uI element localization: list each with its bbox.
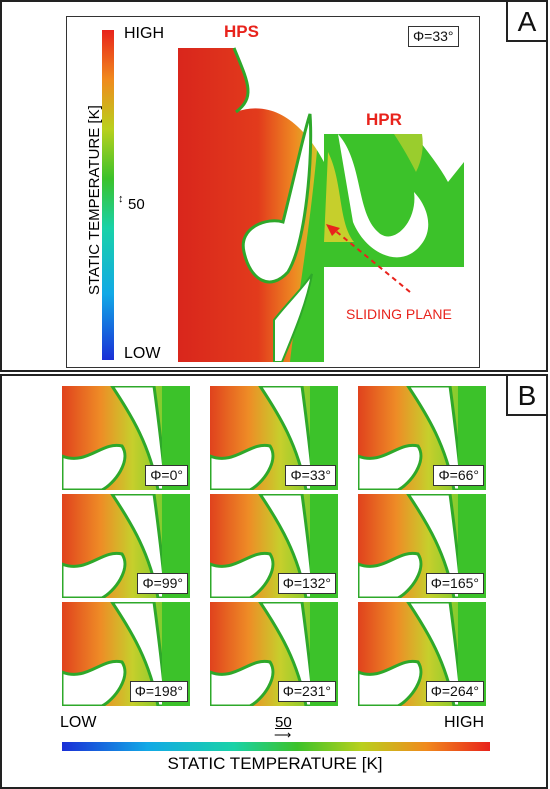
scale-arrow-right-icon: ⟶ bbox=[274, 728, 292, 742]
snapshot-cell: Φ=99° bbox=[62, 494, 190, 598]
panel-a-phi-label: Φ=33° bbox=[408, 26, 459, 47]
colorbar-scale-value: 50 bbox=[128, 196, 145, 213]
snapshot-cell: Φ=132° bbox=[210, 494, 338, 598]
colorbar-high-label: HIGH bbox=[124, 25, 164, 42]
snapshot-temperature-field bbox=[358, 386, 486, 490]
scale-arrow-icon: ↕ bbox=[118, 193, 124, 205]
snapshot-cell: Φ=231° bbox=[210, 602, 338, 706]
snapshot-phi-label: Φ=264° bbox=[425, 681, 484, 702]
snapshot-cell: Φ=0° bbox=[62, 386, 190, 490]
panel-b-letter: B bbox=[506, 376, 546, 416]
snapshot-phi-label: Φ=33° bbox=[285, 465, 336, 486]
snapshot-phi-label: Φ=99° bbox=[137, 573, 188, 594]
horizontal-colorbar bbox=[62, 742, 490, 751]
colorbar-low-label: LOW bbox=[124, 345, 161, 362]
snapshot-cell: Φ=198° bbox=[62, 602, 190, 706]
snapshot-cell: Φ=66° bbox=[358, 386, 486, 490]
hpr-label: HPR bbox=[366, 110, 402, 129]
snapshot-phi-label: Φ=132° bbox=[277, 573, 336, 594]
panel-a-frame bbox=[66, 16, 480, 368]
snapshot-cell: Φ=264° bbox=[358, 602, 486, 706]
panel-a-letter: A bbox=[506, 2, 546, 42]
snapshot-phi-label: Φ=165° bbox=[425, 573, 484, 594]
bottom-colorbar-low-label: LOW bbox=[60, 714, 97, 731]
snapshot-phi-label: Φ=231° bbox=[277, 681, 336, 702]
bottom-colorbar-scale-value: 50 bbox=[275, 714, 292, 731]
snapshot-phi-label: Φ=198° bbox=[129, 681, 188, 702]
sliding-plane-label: SLIDING PLANE bbox=[346, 306, 452, 322]
snapshot-cell: Φ=165° bbox=[358, 494, 486, 598]
colorbar-axis-label: STATIC TEMPERATURE [K] bbox=[86, 105, 103, 295]
bottom-colorbar-axis-label: STATIC TEMPERATURE [K] bbox=[167, 754, 383, 773]
snapshot-phi-label: Φ=66° bbox=[433, 465, 484, 486]
bottom-colorbar-high-label: HIGH bbox=[444, 714, 484, 731]
panel-a: A HIGH LOW STATIC TEMPERATURE [K] ↕ 50 H… bbox=[0, 0, 548, 372]
hps-temperature-field bbox=[178, 47, 464, 362]
snapshot-cell: Φ=33° bbox=[210, 386, 338, 490]
snapshot-phi-label: Φ=0° bbox=[145, 465, 188, 486]
vertical-colorbar bbox=[102, 30, 114, 360]
sliding-plane-arrow-icon bbox=[326, 224, 411, 293]
hps-label: HPS bbox=[224, 22, 259, 41]
